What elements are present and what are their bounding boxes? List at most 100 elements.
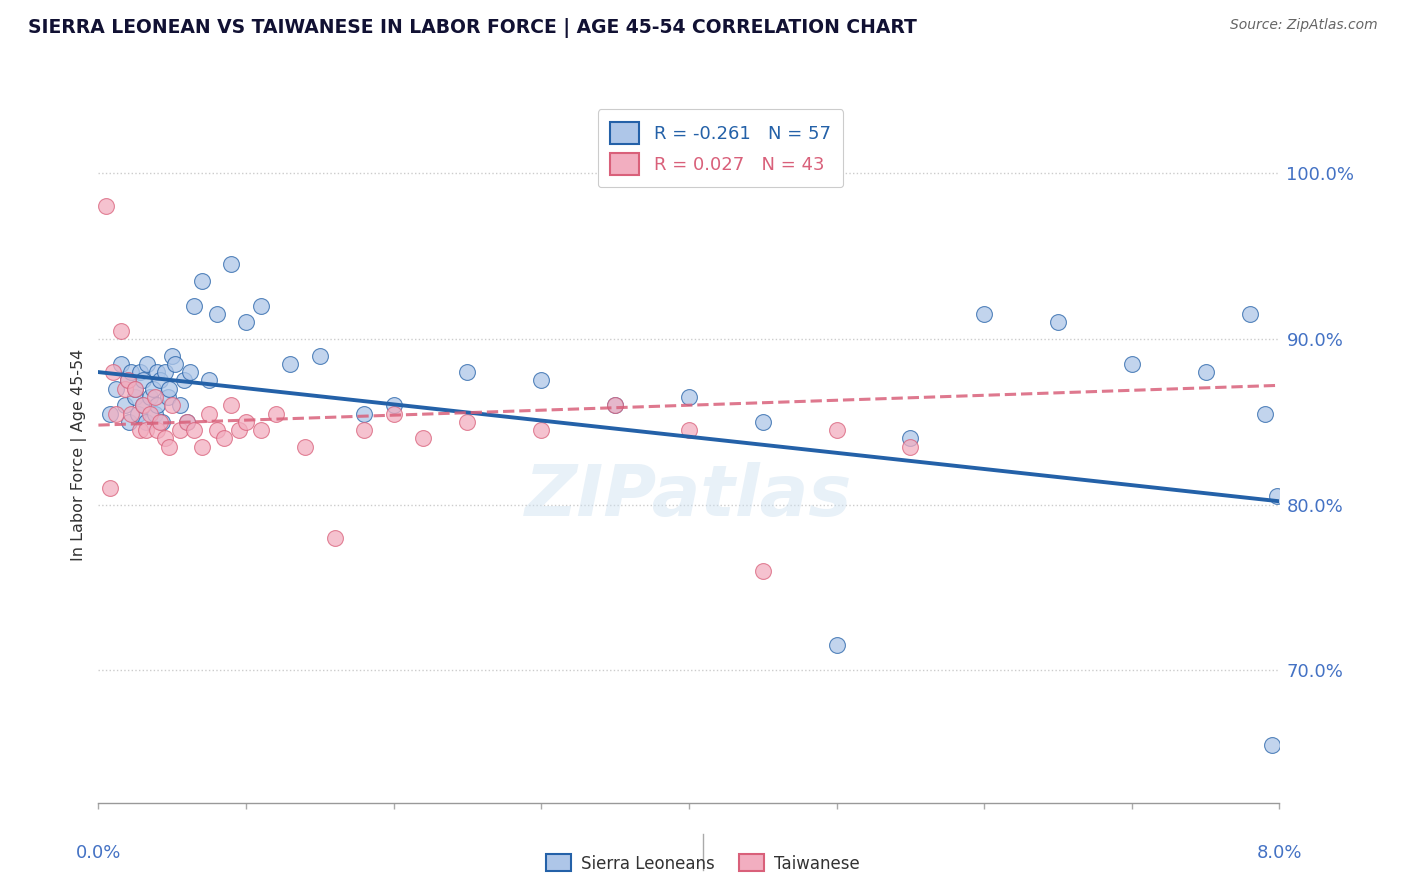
Point	[146, 423, 169, 437]
Point	[605, 398, 627, 412]
Legend: Sierra Leoneans, Taiwanese: Sierra Leoneans, Taiwanese	[538, 847, 868, 880]
Point	[456, 365, 478, 379]
Point	[382, 407, 405, 421]
Point	[191, 440, 214, 454]
Point	[205, 307, 228, 321]
Point	[1254, 407, 1277, 421]
Point	[219, 398, 242, 412]
Point	[98, 481, 121, 495]
Point	[323, 531, 346, 545]
Point	[128, 365, 150, 379]
Legend: R = -0.261   N = 57, R = 0.027   N = 43: R = -0.261 N = 57, R = 0.027 N = 43	[598, 109, 844, 187]
Point	[94, 199, 117, 213]
Point	[900, 440, 922, 454]
Point	[143, 390, 166, 404]
Point	[973, 307, 995, 321]
Point	[191, 274, 214, 288]
Text: SIERRA LEONEAN VS TAIWANESE IN LABOR FORCE | AGE 45-54 CORRELATION CHART: SIERRA LEONEAN VS TAIWANESE IN LABOR FOR…	[28, 18, 917, 37]
Point	[124, 390, 146, 404]
Point	[1261, 738, 1284, 752]
Point	[382, 398, 405, 412]
Point	[1194, 365, 1216, 379]
Point	[183, 423, 205, 437]
Point	[235, 415, 257, 429]
Point	[117, 373, 139, 387]
Point	[235, 315, 257, 329]
Point	[103, 365, 125, 379]
Point	[146, 365, 169, 379]
Point	[212, 431, 235, 445]
Point	[136, 357, 159, 371]
Point	[124, 382, 146, 396]
Point	[149, 415, 172, 429]
Point	[135, 423, 157, 437]
Point	[294, 440, 316, 454]
Text: 8.0%: 8.0%	[1257, 844, 1302, 863]
Point	[149, 373, 172, 387]
Point	[165, 357, 187, 371]
Point	[751, 415, 773, 429]
Point	[228, 423, 250, 437]
Point	[308, 349, 332, 363]
Point	[120, 407, 142, 421]
Point	[110, 324, 132, 338]
Point	[250, 299, 273, 313]
Point	[678, 390, 700, 404]
Point	[139, 407, 162, 421]
Point	[176, 415, 198, 429]
Point	[205, 423, 228, 437]
Point	[412, 431, 434, 445]
Point	[530, 423, 553, 437]
Point	[162, 398, 183, 412]
Point	[198, 373, 221, 387]
Point	[105, 382, 128, 396]
Point	[278, 357, 302, 371]
Point	[353, 423, 375, 437]
Point	[183, 299, 205, 313]
Point	[118, 415, 141, 429]
Point	[678, 423, 700, 437]
Point	[142, 382, 165, 396]
Point	[530, 373, 553, 387]
Point	[117, 373, 139, 387]
Text: Source: ZipAtlas.com: Source: ZipAtlas.com	[1230, 18, 1378, 32]
Point	[132, 398, 155, 412]
Point	[153, 365, 176, 379]
Point	[176, 415, 198, 429]
Point	[900, 431, 922, 445]
Point	[751, 564, 773, 578]
Point	[110, 357, 132, 371]
Point	[169, 423, 191, 437]
Text: 0.0%: 0.0%	[76, 844, 121, 863]
Point	[135, 415, 157, 429]
Point	[132, 373, 155, 387]
Point	[605, 398, 627, 412]
Point	[128, 423, 150, 437]
Text: ZIPatlas: ZIPatlas	[526, 462, 852, 531]
Point	[179, 365, 201, 379]
Point	[143, 407, 166, 421]
Point	[127, 407, 149, 421]
Point	[353, 407, 375, 421]
Point	[1046, 315, 1069, 329]
Point	[124, 382, 146, 396]
Point	[825, 423, 848, 437]
Point	[157, 440, 180, 454]
Point	[1121, 357, 1143, 371]
Point	[157, 382, 180, 396]
Point	[146, 398, 169, 412]
Point	[198, 407, 221, 421]
Point	[825, 639, 848, 653]
Point	[120, 365, 142, 379]
Point	[162, 349, 183, 363]
Point	[173, 373, 195, 387]
Point	[1265, 489, 1288, 503]
Point	[132, 398, 155, 412]
Point	[250, 423, 273, 437]
Point	[169, 398, 191, 412]
Point	[139, 390, 162, 404]
Point	[264, 407, 287, 421]
Point	[150, 415, 173, 429]
Point	[219, 257, 242, 271]
Point	[105, 407, 128, 421]
